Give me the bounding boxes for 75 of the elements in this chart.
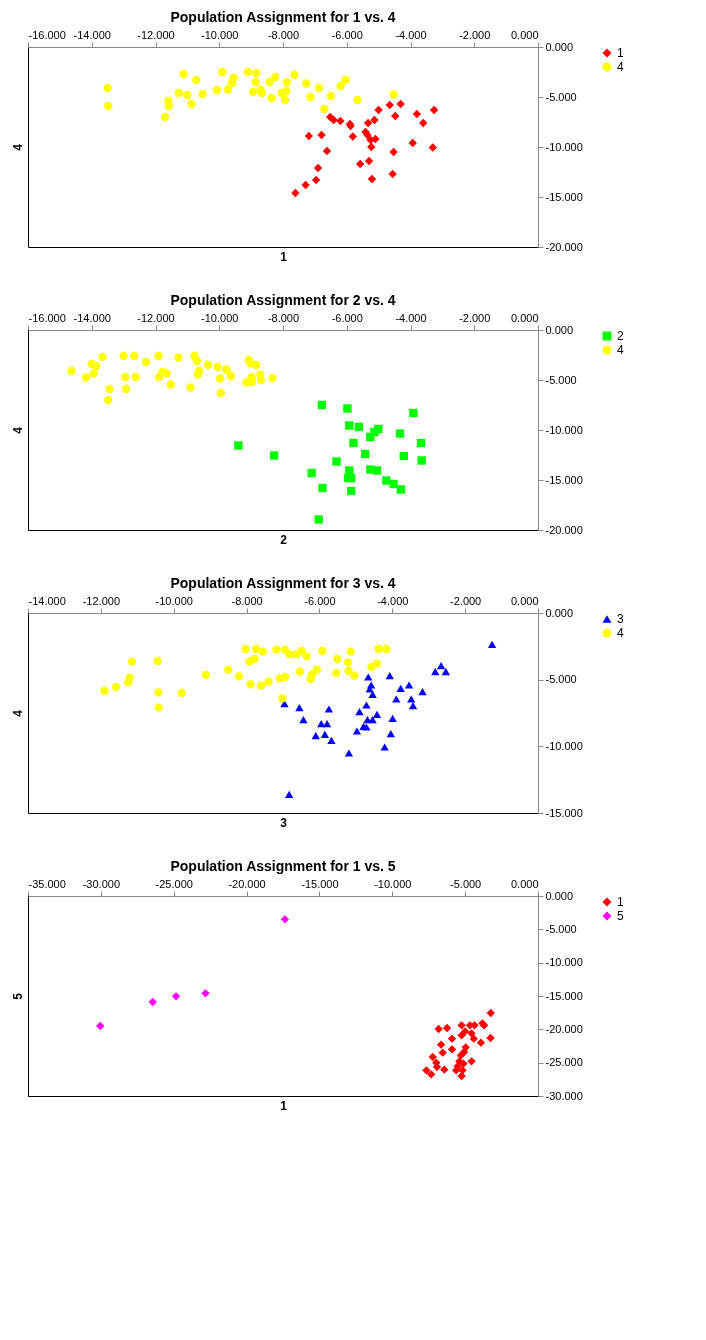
x-axis-title: 3 <box>280 815 288 830</box>
x-tick-label: -12.000 <box>137 28 175 41</box>
chart-title: Population Assignment for 1 vs. 4 <box>170 9 396 25</box>
x-tick-label: -16.000 <box>28 28 66 41</box>
x-tick-label: -2.000 <box>450 594 482 607</box>
y-tick-label: -20.000 <box>545 240 583 253</box>
y-tick-label: 0.000 <box>545 40 574 53</box>
y-tick-label: -20.000 <box>545 1022 583 1035</box>
legend-label: 4 <box>617 626 624 640</box>
y-axis-title: 5 <box>10 992 25 1000</box>
y-tick-label: -5.000 <box>545 673 577 686</box>
x-tick-label: -6.000 <box>331 28 363 41</box>
x-tick-label: 0.000 <box>510 877 539 890</box>
x-tick-label: -5.000 <box>450 877 482 890</box>
x-tick-label: -12.000 <box>82 594 121 607</box>
y-tick-label: 0.000 <box>545 606 574 619</box>
y-tick-label: -30.000 <box>545 1089 583 1102</box>
x-tick-label: -10.000 <box>374 877 412 890</box>
y-tick-label: -5.000 <box>545 373 577 386</box>
x-tick-label: -2.000 <box>459 28 491 41</box>
y-axis-title: 4 <box>10 426 25 434</box>
x-tick-label: 0.000 <box>510 594 539 607</box>
x-tick-label: -14.000 <box>28 594 66 607</box>
y-tick-label: -20.000 <box>545 523 583 536</box>
x-tick-label: -12.000 <box>137 311 175 324</box>
x-tick-label: -10.000 <box>201 311 239 324</box>
y-tick-label: -10.000 <box>545 956 583 969</box>
x-tick-label: -4.000 <box>377 594 409 607</box>
x-tick-label: -15.000 <box>301 877 339 890</box>
legend-label: 1 <box>617 895 624 909</box>
y-tick-label: 0.000 <box>545 323 574 336</box>
x-tick-label: 0.000 <box>510 311 539 324</box>
legend-label: 4 <box>617 60 624 74</box>
x-axis-title: 2 <box>280 532 288 547</box>
legend-label: 1 <box>617 46 624 60</box>
y-tick-label: -5.000 <box>545 90 577 103</box>
x-tick-label: -8.000 <box>267 311 300 324</box>
x-tick-label: -16.000 <box>28 311 66 324</box>
x-tick-label: 0.000 <box>510 28 539 41</box>
y-tick-label: -15.000 <box>545 190 583 203</box>
y-tick-label: -15.000 <box>545 989 583 1002</box>
x-tick-label: -8.000 <box>231 594 263 607</box>
y-tick-label: 0.000 <box>545 889 574 902</box>
x-axis-title: 1 <box>280 249 288 264</box>
x-tick-label: -30.000 <box>82 877 121 890</box>
x-tick-label: -35.000 <box>28 877 66 890</box>
x-axis-title: 1 <box>280 1098 288 1113</box>
x-tick-label: -10.000 <box>155 594 193 607</box>
y-axis-title: 4 <box>10 143 25 151</box>
y-tick-label: -15.000 <box>545 806 583 819</box>
chart-title: Population Assignment for 1 vs. 5 <box>170 858 396 874</box>
y-axis-title: 4 <box>10 709 25 717</box>
x-tick-label: -14.000 <box>73 28 111 41</box>
y-tick-label: -25.000 <box>545 1056 583 1069</box>
x-tick-label: -6.000 <box>304 594 336 607</box>
legend-label: 5 <box>617 909 624 923</box>
x-tick-label: -6.000 <box>331 311 363 324</box>
x-tick-label: -10.000 <box>201 28 239 41</box>
x-tick-label: -25.000 <box>155 877 193 890</box>
x-tick-label: -4.000 <box>395 28 427 41</box>
legend-label: 2 <box>617 329 624 343</box>
chart-title: Population Assignment for 3 vs. 4 <box>170 575 396 591</box>
x-tick-label: -20.000 <box>228 877 266 890</box>
chart-title: Population Assignment for 2 vs. 4 <box>170 292 396 308</box>
y-tick-label: -10.000 <box>545 423 583 436</box>
legend-label: 4 <box>617 343 624 357</box>
y-tick-label: -10.000 <box>545 739 583 752</box>
x-tick-label: -8.000 <box>267 28 300 41</box>
x-tick-label: -4.000 <box>395 311 427 324</box>
y-tick-label: -10.000 <box>545 140 583 153</box>
y-tick-label: -15.000 <box>545 473 583 486</box>
y-tick-label: -5.000 <box>545 922 577 935</box>
x-tick-label: -2.000 <box>459 311 491 324</box>
x-tick-label: -14.000 <box>73 311 111 324</box>
legend-label: 3 <box>617 612 624 626</box>
